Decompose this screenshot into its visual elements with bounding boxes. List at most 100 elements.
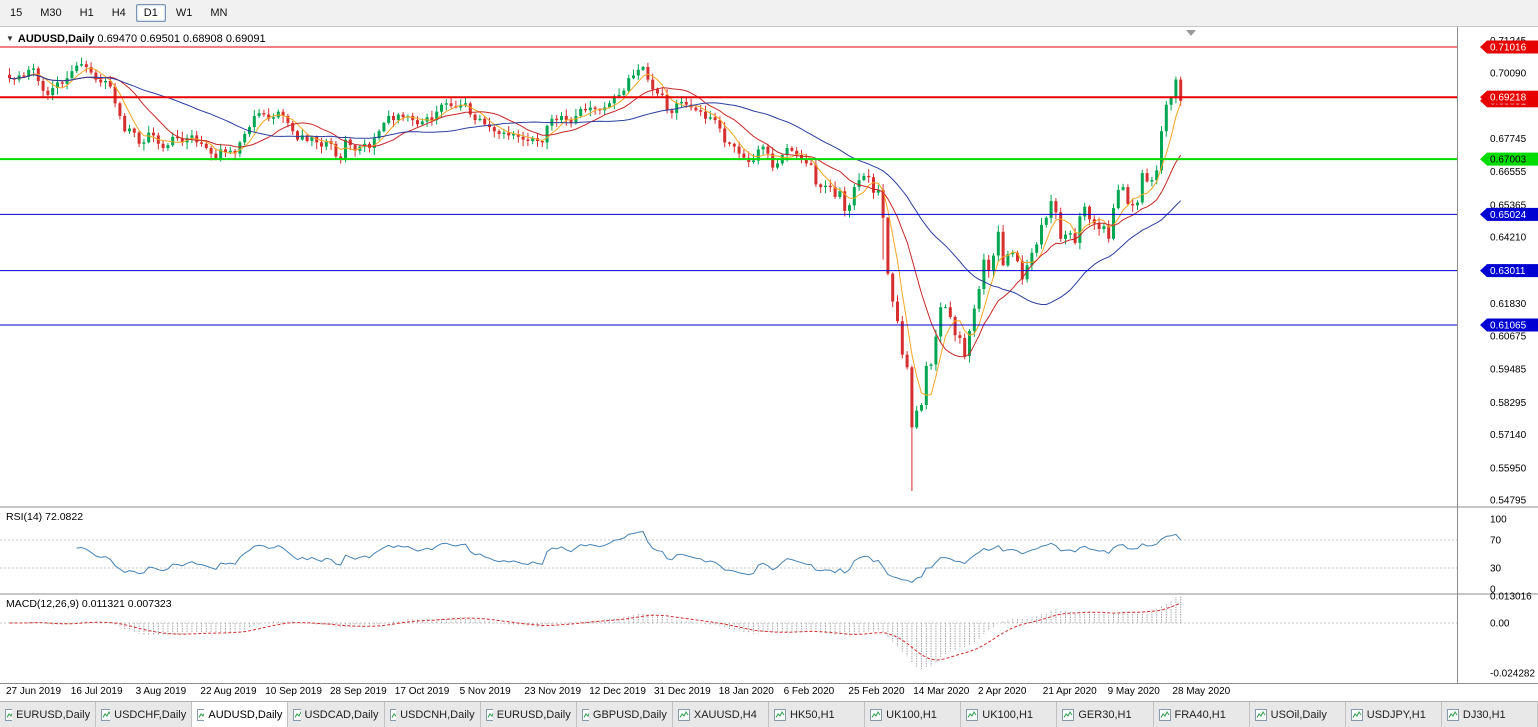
tab-label: USDCAD,Daily — [304, 708, 379, 721]
chart-tabbar: EURUSD,Daily USDCHF,Daily AUDUSD,Daily USDC… — [0, 701, 1538, 727]
tab-dj30-h1[interactable]: DJ30,H1 — [1441, 702, 1538, 727]
date-label: 5 Nov 2019 — [459, 686, 511, 697]
rsi-indicator-label: RSI(14) 72.0822 — [6, 511, 83, 523]
price-axis-label: 0.67745 — [1490, 134, 1527, 145]
macd-histogram — [13, 596, 1182, 669]
macd-signal-line — [9, 602, 1181, 661]
timeframe-button-d1[interactable]: D1 — [135, 4, 166, 22]
date-label: 22 Aug 2019 — [200, 686, 257, 697]
svg-text:0.69218: 0.69218 — [1490, 93, 1527, 104]
tab-label: HK50,H1 — [790, 708, 835, 721]
date-label: 6 Feb 2020 — [783, 686, 835, 697]
tab-chart-icon — [293, 708, 301, 721]
tab-chart-icon — [197, 708, 205, 721]
price-axis-label: 0.58295 — [1490, 398, 1527, 409]
tab-eurusd-daily[interactable]: EURUSD,Daily — [480, 702, 577, 727]
rsi-value: 72.0822 — [45, 511, 84, 523]
date-label: 21 Apr 2020 — [1042, 686, 1097, 697]
tab-eurusd-daily[interactable]: EURUSD,Daily — [0, 702, 97, 727]
rsi-line — [76, 531, 1182, 583]
price-axis-label: 0.65365 — [1490, 200, 1527, 211]
date-label: 14 Mar 2020 — [913, 686, 970, 697]
price-axis-label: 0.59485 — [1490, 365, 1527, 376]
date-label: 12 Dec 2019 — [589, 686, 646, 697]
price-chart[interactable]: 0.712450.700900.677450.665550.653650.642… — [0, 27, 1538, 683]
chart-symbol-label: AUDUSD,Daily — [17, 33, 95, 45]
chart-ohlc-values: 0.69470 0.69501 0.68908 0.69091 — [97, 33, 266, 45]
tab-label: UK100,H1 — [982, 708, 1034, 721]
chart-area[interactable]: 0.712450.700900.677450.665550.653650.642… — [0, 27, 1538, 683]
timeframe-button-w1[interactable]: W1 — [175, 7, 193, 19]
svg-text:0.65024: 0.65024 — [1490, 210, 1527, 221]
price-tag-0.65024: 0.65024 — [1480, 207, 1538, 221]
macd-axis-label: 0.00 — [1490, 619, 1510, 630]
tab-label: UK100,H1 — [886, 708, 937, 721]
tab-audusd-daily[interactable]: AUDUSD,Daily — [192, 702, 289, 727]
price-axis-label: 0.64210 — [1490, 233, 1527, 244]
price-axis-label: 0.57140 — [1490, 430, 1527, 441]
price-axis-label: 0.60675 — [1490, 331, 1527, 342]
price-axis-label: 0.70090 — [1490, 68, 1527, 79]
timeframe-button-m30[interactable]: M30 — [40, 7, 62, 19]
candlesticks — [8, 57, 1183, 491]
tab-usdjpy-h1[interactable]: USDJPY,H1 — [1345, 702, 1442, 727]
svg-text:0.63011: 0.63011 — [1490, 266, 1526, 277]
tab-chart-icon — [1446, 708, 1459, 721]
timeframe-button-15[interactable]: 15 — [10, 7, 23, 19]
date-label: 31 Dec 2019 — [654, 686, 711, 697]
tab-label: USDJPY,H1 — [1366, 708, 1426, 721]
rsi-axis-label: 30 — [1490, 564, 1502, 575]
tab-chart-icon — [485, 708, 493, 721]
tab-chart-icon — [1158, 708, 1171, 721]
tab-chart-icon — [101, 708, 111, 721]
tab-label: DJ30,H1 — [1462, 708, 1506, 721]
date-label: 25 Feb 2020 — [848, 686, 905, 697]
date-label: 10 Sep 2019 — [265, 686, 322, 697]
price-tag-0.69218: 0.69218 — [1480, 90, 1538, 104]
timeframe-button-h4[interactable]: H4 — [111, 7, 126, 19]
ma-line-mid — [9, 74, 1182, 358]
price-tag-0.67003: 0.67003 — [1480, 152, 1538, 166]
date-label: 3 Aug 2019 — [135, 686, 187, 697]
date-label: 17 Oct 2019 — [394, 686, 450, 697]
price-tag-0.71016: 0.71016 — [1480, 40, 1538, 54]
tab-usdcad-daily[interactable]: USDCAD,Daily — [288, 702, 385, 727]
date-label: 28 Sep 2019 — [330, 686, 387, 697]
chart-shift-marker-icon[interactable] — [1186, 30, 1196, 36]
date-label: 27 Jun 2019 — [6, 686, 62, 697]
tab-usoil-daily[interactable]: USOil,Daily — [1249, 702, 1346, 727]
rsi-name: RSI(14) — [6, 511, 43, 523]
tab-usdchf-daily[interactable]: USDCHF,Daily — [96, 702, 193, 727]
timeframe-button-mn[interactable]: MN — [210, 7, 228, 19]
date-label: 18 Jan 2020 — [718, 686, 774, 697]
tab-chart-icon — [5, 708, 13, 721]
tab-hk50-h1[interactable]: HK50,H1 — [769, 702, 866, 727]
timeframe-toolbar: 15 M30 H1 H4 D1 W1 MN — [0, 0, 1538, 27]
price-axis-label: 0.66555 — [1490, 167, 1527, 178]
symbol-dropdown-icon[interactable]: ▼ — [6, 34, 14, 43]
tab-chart-icon — [1350, 708, 1363, 721]
tab-gbpusd-daily[interactable]: GBPUSD,Daily — [576, 702, 673, 727]
macd-values: 0.011321 0.007323 — [81, 598, 172, 610]
tab-fra40-h1[interactable]: FRA40,H1 — [1153, 702, 1250, 727]
tab-label: USOil,Daily — [1270, 708, 1327, 721]
tab-label: USDCNH,Daily — [400, 708, 475, 721]
price-axis-label: 0.55950 — [1490, 463, 1527, 474]
chart-header: ▼ AUDUSD,Daily 0.69470 0.69501 0.68908 0.… — [6, 33, 266, 45]
tab-usdcnh-daily[interactable]: USDCNH,Daily — [384, 702, 481, 727]
tab-label: GBPUSD,Daily — [592, 708, 667, 721]
horizontal-levels — [0, 46, 1457, 326]
tab-chart-icon — [677, 708, 690, 721]
date-label: 9 May 2020 — [1107, 686, 1160, 697]
tab-label: USDCHF,Daily — [114, 708, 187, 721]
rsi-axis-label: 0 — [1490, 585, 1496, 596]
tab-xauusd-h4[interactable]: XAUUSD,H4 — [672, 702, 769, 727]
tab-uk100-h1[interactable]: UK100,H1 — [865, 702, 962, 727]
tab-chart-icon — [1062, 708, 1075, 721]
macd-name: MACD(12,26,9) — [6, 598, 79, 610]
tab-ger30-h1[interactable]: GER30,H1 — [1057, 702, 1154, 727]
tab-uk100-h1[interactable]: UK100,H1 — [961, 702, 1058, 727]
timeframe-button-h1[interactable]: H1 — [79, 7, 94, 19]
date-label: 28 May 2020 — [1172, 686, 1231, 697]
